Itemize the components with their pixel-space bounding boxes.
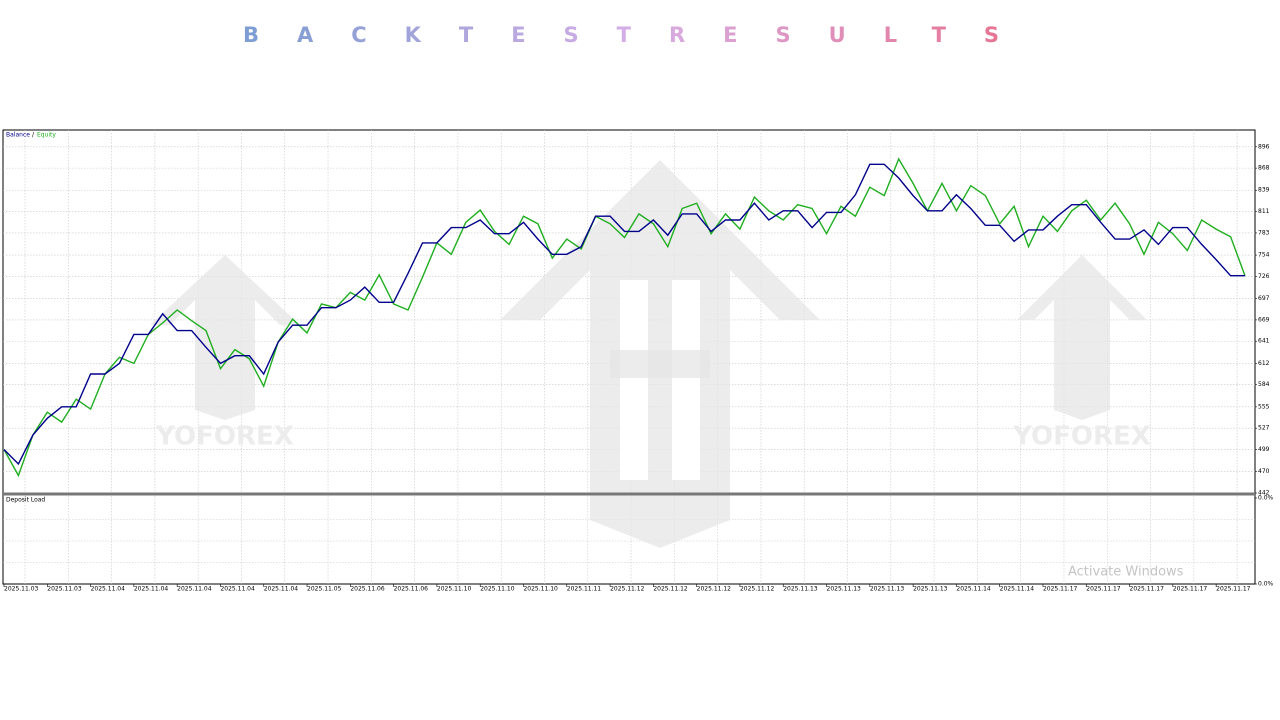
- legend-entry: Balance: [6, 132, 30, 139]
- x-tick-label: 2025.11.04: [134, 586, 169, 593]
- y-tick-label: 555: [1258, 403, 1270, 410]
- y-tick-label: 470: [1258, 468, 1270, 475]
- x-tick-label: 2025.11.06: [350, 586, 385, 593]
- page-title: BACKTESTRESULTS: [243, 23, 1037, 47]
- x-tick-label: 2025.11.05: [307, 586, 342, 593]
- x-tick-label: 2025.11.03: [4, 586, 39, 593]
- x-tick-label: 2025.11.10: [480, 586, 515, 593]
- x-tick-label: 2025.11.11: [567, 586, 602, 593]
- series-line: [3, 157, 1246, 478]
- system-notice: Activate Windows: [1068, 565, 1184, 580]
- x-tick-label: 2025.11.13: [783, 586, 818, 593]
- x-tick-label: 2025.11.10: [437, 586, 472, 593]
- x-tick-label: 2025.11.04: [91, 586, 126, 593]
- y-tick-label: 868: [1258, 165, 1270, 172]
- x-tick-label: 2025.11.13: [827, 586, 862, 593]
- x-tick-label: 2025.11.17: [1086, 586, 1121, 593]
- y-tick-label: 499: [1258, 446, 1270, 453]
- y-tick-label: 783: [1258, 229, 1270, 236]
- x-tick-label: 2025.11.10: [523, 586, 558, 593]
- y-tick-label: 669: [1258, 316, 1270, 323]
- legend-separator: /: [32, 132, 35, 139]
- x-tick-label: 2025.11.04: [177, 586, 212, 593]
- y-tick-label: 754: [1258, 252, 1270, 259]
- x-tick-label: 2025.11.17: [1043, 586, 1078, 593]
- watermark-text: YOFOREX: [155, 422, 294, 452]
- watermark-cutouts: [610, 280, 710, 480]
- y-tick-label: 527: [1258, 425, 1270, 432]
- panel-title: Deposit Load: [6, 497, 45, 504]
- x-tick-label: 2025.11.13: [913, 586, 948, 593]
- x-tick-label: 2025.11.06: [394, 586, 429, 593]
- plot: [3, 157, 1246, 478]
- x-tick-label: 2025.11.14: [1000, 586, 1035, 593]
- x-tick-label: 2025.11.12: [610, 586, 645, 593]
- y-tick-label: 641: [1258, 338, 1270, 345]
- x-tick-label: 2025.11.04: [264, 586, 299, 593]
- x-tick-label: 2025.11.14: [956, 586, 991, 593]
- x-tick-label: 2025.11.17: [1173, 586, 1208, 593]
- x-tick-label: 2025.11.17: [1216, 586, 1251, 593]
- legend-entry: Equity: [37, 132, 56, 139]
- y-tick-label: 584: [1258, 381, 1270, 388]
- x-tick-label: 2025.11.13: [870, 586, 905, 593]
- x-tick-label: 2025.11.04: [220, 586, 255, 593]
- y-tick-label: 612: [1258, 360, 1270, 367]
- y-tick-label: 0.0%: [1258, 581, 1274, 588]
- y-tick-label: 839: [1258, 187, 1270, 194]
- y-tick-label: 0.0%: [1258, 495, 1274, 502]
- series-line: [3, 163, 1245, 466]
- y-tick-label: 896: [1258, 143, 1270, 150]
- y-tick-label: 697: [1258, 295, 1270, 302]
- y-tick-label: 811: [1258, 208, 1270, 215]
- x-tick-label: 2025.11.03: [47, 586, 82, 593]
- x-tick-label: 2025.11.12: [697, 586, 732, 593]
- watermark-text: YOFOREX: [1012, 422, 1151, 452]
- x-tick-label: 2025.11.17: [1130, 586, 1165, 593]
- x-tick-label: 2025.11.12: [740, 586, 775, 593]
- x-tick-label: 2025.11.12: [653, 586, 688, 593]
- y-tick-label: 726: [1258, 273, 1270, 280]
- y-tick-label: 442: [1258, 490, 1270, 497]
